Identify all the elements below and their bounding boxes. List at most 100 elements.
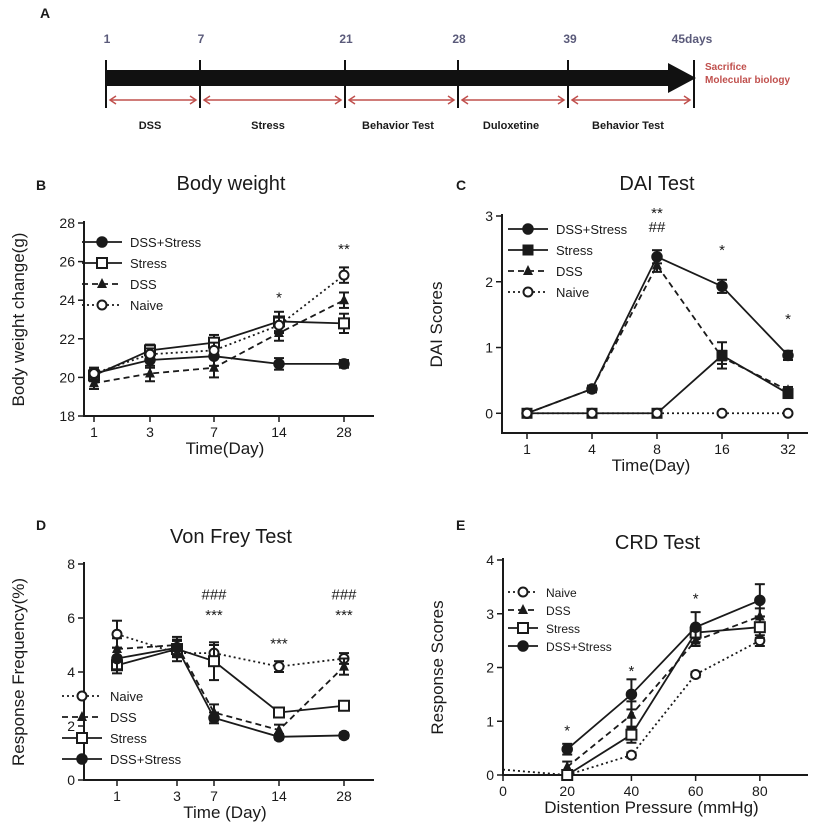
legend-entry: DSS+Stress — [130, 235, 202, 250]
data-point-dss-stress — [273, 731, 285, 743]
data-point-stress — [208, 655, 220, 668]
timeline-phase-label: Stress — [251, 120, 285, 132]
series-naive — [88, 266, 350, 381]
series-line — [566, 626, 760, 776]
timeline-day-label: 7 — [198, 32, 205, 46]
x-axis-label: Time(Day) — [186, 439, 265, 458]
y-tick-label: 8 — [67, 556, 75, 572]
series-dss-stress — [561, 583, 766, 756]
x-tick-label: 32 — [780, 441, 796, 457]
legend-entry: DSS+Stress — [546, 640, 612, 654]
series-line — [526, 255, 789, 415]
data-point-stress — [338, 317, 350, 330]
legend-entry: DSS+Stress — [556, 222, 628, 237]
series-naive — [502, 634, 766, 781]
timeline-end-note: Sacrifice — [705, 62, 747, 73]
x-axis-label: Time(Day) — [612, 456, 691, 475]
significance-marker: ## — [649, 219, 666, 236]
chart-title: CRD Test — [615, 532, 701, 554]
von-frey-chart: D Von Frey Test 0 2 4 6 8 1 3 7 14 28 Time (Day) Resp… — [9, 517, 374, 822]
timeline-panel: A 1 7 21 28 39 45days DSS Stre — [40, 5, 790, 132]
x-axis-label: Distention Pressure (mmHg) — [544, 798, 758, 817]
legend-marker — [76, 753, 88, 765]
series-line — [566, 615, 761, 768]
legend-entry: Stress — [130, 256, 167, 271]
timeline-day-label: 28 — [452, 32, 466, 46]
panel-label: B — [36, 177, 46, 193]
series-line — [116, 644, 345, 732]
x-tick-label: 16 — [714, 441, 730, 457]
y-tick-label: 0 — [486, 767, 494, 783]
y-tick-label: 18 — [59, 408, 75, 424]
legend: Naive DSS Stress DSS+Stress — [508, 586, 612, 654]
timeline-day-label: 39 — [563, 32, 577, 46]
data-point-naive — [651, 407, 663, 419]
data-point-dss — [209, 361, 219, 372]
data-point-stress — [753, 621, 766, 634]
series-line — [116, 648, 345, 714]
y-axis-label: Response Scores — [428, 600, 447, 734]
series-line — [527, 354, 789, 415]
data-point-dss-stress — [754, 594, 766, 607]
series-stress — [521, 341, 794, 419]
data-point-dss-stress — [689, 621, 702, 633]
legend-marker — [76, 690, 88, 702]
series-dss — [522, 257, 793, 418]
data-point-naive — [586, 407, 598, 419]
y-tick-label: 0 — [67, 772, 75, 788]
legend-entry: DSS — [110, 710, 137, 725]
timeline-phase-arrows — [108, 95, 692, 105]
data-point-dss-stress — [208, 712, 220, 724]
data-point-naive — [716, 407, 728, 419]
data-point-dss — [717, 351, 727, 362]
x-tick-label: 1 — [113, 788, 121, 804]
series-line — [566, 599, 761, 750]
y-tick-label: 6 — [67, 610, 75, 626]
y-tick-label: 1 — [485, 340, 493, 356]
data-point-dss-stress — [782, 349, 794, 362]
significance-marker: ** — [338, 241, 350, 258]
dai-test-chart: C DAI Test 0 1 2 3 1 4 8 16 32 Time(Day) DAI Scores #… — [427, 173, 808, 475]
series-stress — [88, 310, 350, 383]
timeline-panel-label: A — [40, 5, 50, 21]
timeline-phase-label: Duloxetine — [483, 120, 539, 132]
x-tick-label: 3 — [173, 788, 181, 804]
significance-marker: * — [693, 591, 699, 608]
y-axis-label: Body weight change(g) — [9, 233, 28, 407]
series-line — [116, 633, 345, 668]
data-point-naive — [690, 668, 702, 680]
legend: DSS+Stress Stress DSS Naive — [508, 222, 628, 300]
y-tick-label: 4 — [67, 664, 75, 680]
series-dss — [112, 635, 349, 737]
timeline-day-label: 45days — [672, 32, 713, 46]
legend-entry: Stress — [546, 622, 580, 636]
data-point-dss-stress — [561, 743, 573, 755]
data-point-dss — [652, 259, 662, 270]
data-point-naive — [208, 344, 220, 356]
panel-label: C — [456, 177, 466, 193]
y-axis-label: DAI Scores — [427, 282, 446, 368]
x-tick-label: 40 — [624, 783, 640, 799]
data-point-dss — [626, 708, 637, 719]
series-line — [93, 274, 345, 375]
legend-entry: Naive — [130, 298, 163, 313]
legend-entry: DSS+Stress — [110, 752, 182, 767]
data-point-dss — [783, 384, 793, 395]
data-point-dss — [339, 660, 349, 671]
data-point-dss-stress — [625, 688, 638, 701]
data-point-dss — [587, 382, 597, 393]
legend: Naive DSS Stress DSS+Stress — [62, 689, 182, 767]
x-tick-label: 14 — [271, 424, 287, 440]
y-tick-label: 4 — [486, 552, 494, 568]
timeline-phase-label: Behavior Test — [362, 120, 434, 132]
x-tick-label: 1 — [90, 424, 98, 440]
x-tick-label: 3 — [146, 424, 154, 440]
data-point-dss — [339, 294, 349, 305]
panel-label: E — [456, 517, 465, 533]
significance-marker: ### — [201, 587, 227, 604]
data-point-stress — [338, 699, 350, 712]
y-tick-label: 3 — [485, 208, 493, 224]
legend-marker — [97, 278, 107, 288]
